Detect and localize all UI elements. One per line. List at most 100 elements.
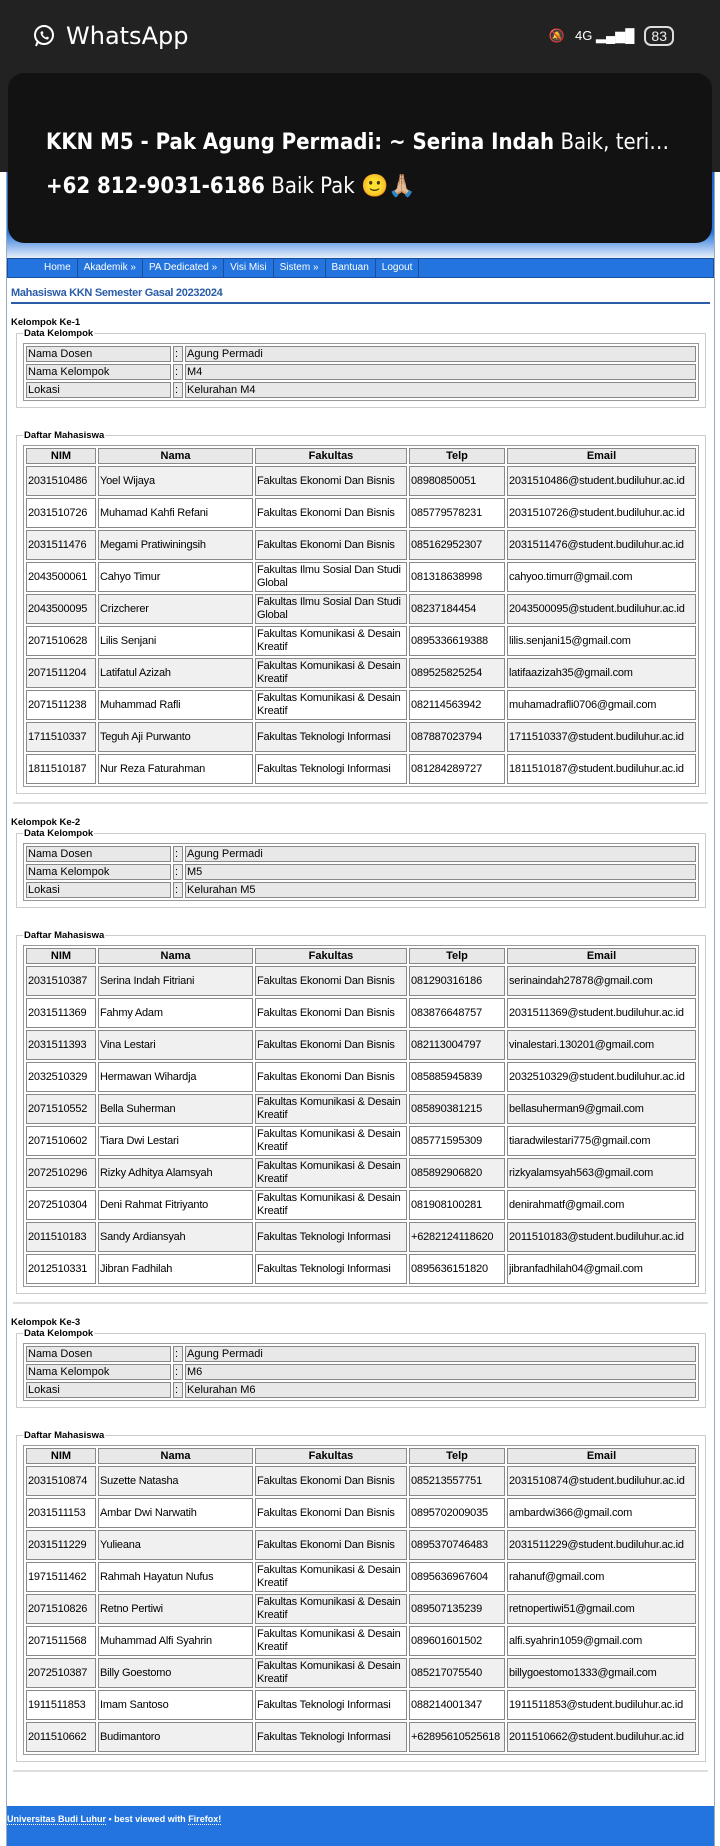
cell-telp: 0895636967604 (409, 1562, 505, 1592)
cell-nim: 2031510874 (26, 1466, 96, 1496)
cell-fakultas: Fakultas Teknologi Informasi (255, 1690, 407, 1720)
group-title: Kelompok Ke-2 (11, 817, 81, 828)
cell-telp: 085162952307 (409, 530, 505, 560)
column-header: Email (507, 1448, 696, 1464)
cell-nim: 2011510662 (26, 1722, 96, 1752)
column-header: Nama (98, 1448, 253, 1464)
column-header: NIM (26, 448, 96, 464)
cell-nama: Megami Pratiwiningsih (98, 530, 253, 560)
student-table: NIM Nama Fakultas Telp Email 2031510486 Yoel W… (23, 445, 699, 787)
nav-item-6[interactable]: Logout (376, 259, 420, 277)
info-row: Nama Kelompok: M6 (26, 1364, 696, 1380)
cell-fakultas: Fakultas Komunikasi & Desain Kreatif (255, 690, 407, 720)
notification-popup[interactable]: KKN M5 - Pak Agung Permadi: ~ Serina Ind… (8, 73, 712, 243)
column-header: Fakultas (255, 948, 407, 964)
cell-email: 2032510329@student.budiluhur.ac.id (507, 1062, 696, 1092)
cell-nim: 2031511229 (26, 1530, 96, 1560)
info-row: Nama Dosen: Agung Permadi (26, 846, 696, 862)
nav-item-2[interactable]: PA Dedicated » (143, 259, 225, 277)
nav-item-4[interactable]: Sistem » (274, 259, 326, 277)
cell-nim: 2031510726 (26, 498, 96, 528)
info-colon: : (173, 382, 183, 398)
cell-nama: Serina Indah Fitriani (98, 966, 253, 996)
cell-telp: 085217075540 (409, 1658, 505, 1688)
cell-nim: 2071510826 (26, 1594, 96, 1624)
info-label: Nama Kelompok (26, 864, 171, 880)
nav-item-3[interactable]: Visi Misi (224, 259, 274, 277)
cell-telp: 08237184454 (409, 594, 505, 624)
info-value: Agung Permadi (185, 346, 696, 362)
info-row: Lokasi: Kelurahan M6 (26, 1382, 696, 1398)
cell-nama: Lilis Senjani (98, 626, 253, 656)
battery-icon: 83 (644, 26, 674, 46)
info-row: Lokasi: Kelurahan M5 (26, 882, 696, 898)
student-list: Daftar Mahasiswa NIM Nama Fakultas Telp Email… (16, 1430, 706, 1762)
cell-nim: 2011510183 (26, 1222, 96, 1252)
info-colon: : (173, 364, 183, 380)
cell-fakultas: Fakultas Ilmu Sosial Dan Studi Global (255, 594, 407, 624)
student-table: NIM Nama Fakultas Telp Email 2031510387 Serina… (23, 945, 699, 1287)
column-header: Nama (98, 948, 253, 964)
cell-fakultas: Fakultas Komunikasi & Desain Kreatif (255, 1626, 407, 1656)
student-table: NIM Nama Fakultas Telp Email 2031510874 Suzett… (23, 1445, 699, 1755)
cell-email: 2011510183@student.budiluhur.ac.id (507, 1222, 696, 1252)
footer-text: • best viewed with (106, 1814, 189, 1824)
notification-sender: KKN M5 - Pak Agung Permadi: ~ Serina Ind… (46, 130, 555, 155)
cell-nama: Retno Pertiwi (98, 1594, 253, 1624)
cell-email: cahyoo.timurr@gmail.com (507, 562, 696, 592)
cell-telp: 089507135239 (409, 1594, 505, 1624)
cell-nama: Suzette Natasha (98, 1466, 253, 1496)
cell-nim: 2043500061 (26, 562, 96, 592)
cell-telp: 08980850051 (409, 466, 505, 496)
cell-telp: +62895610525618 (409, 1722, 505, 1752)
column-header: Telp (409, 1448, 505, 1464)
table-row: 2031510726 Muhamad Kahfi Refani Fakultas E… (26, 498, 696, 528)
cell-telp: +6282124118620 (409, 1222, 505, 1252)
info-value: M5 (185, 864, 696, 880)
cell-nim: 2071511238 (26, 690, 96, 720)
cell-email: serinaindah27878@gmail.com (507, 966, 696, 996)
info-label: Nama Kelompok (26, 364, 171, 380)
table-row: 1711510337 Teguh Aji Purwanto Fakultas Tek… (26, 722, 696, 752)
cell-telp: 087887023794 (409, 722, 505, 752)
footer-firefox-link[interactable]: Firefox! (188, 1814, 222, 1825)
cell-telp: 0895702009035 (409, 1498, 505, 1528)
cell-nama: Imam Santoso (98, 1690, 253, 1720)
table-row: 2072510304 Deni Rahmat Fitriyanto Fakultas… (26, 1190, 696, 1220)
column-header: Fakultas (255, 448, 407, 464)
table-row: 2011510183 Sandy Ardiansyah Fakultas Tekno… (26, 1222, 696, 1252)
cell-email: retnopertiwi51@gmail.com (507, 1594, 696, 1624)
legend-data-kelompok: Data Kelompok (24, 1328, 94, 1339)
table-row: 2031510486 Yoel Wijaya Fakultas Ekonomi Da… (26, 466, 696, 496)
column-header: NIM (26, 948, 96, 964)
info-label: Nama Dosen (26, 846, 171, 862)
nav-item-0[interactable]: Home (38, 259, 78, 277)
cell-email: bellasuherman9@gmail.com (507, 1094, 696, 1124)
cell-nama: Deni Rahmat Fitriyanto (98, 1190, 253, 1220)
info-value: Kelurahan M5 (185, 882, 696, 898)
column-header: Nama (98, 448, 253, 464)
footer-org-link[interactable]: Universitas Budi Luhur (7, 1814, 107, 1825)
nav-item-5[interactable]: Bantuan (326, 259, 376, 277)
cell-nim: 2071510628 (26, 626, 96, 656)
cell-nama: Yulieana (98, 1530, 253, 1560)
info-colon: : (173, 346, 183, 362)
table-row: 1971511462 Rahmah Hayatun Nufus Fakultas K… (26, 1562, 696, 1592)
info-row: Nama Dosen: Agung Permadi (26, 346, 696, 362)
nav-bar: Home Akademik » PA Dedicated » Visi Misi Sis… (7, 258, 714, 278)
group-info-table: Nama Dosen: Agung Permadi Nama Kelompok: M5… (23, 843, 699, 901)
table-row: 1811510187 Nur Reza Faturahman Fakultas Te… (26, 754, 696, 784)
cell-email: 2031511369@student.budiluhur.ac.id (507, 998, 696, 1028)
cell-email: 2031511229@student.budiluhur.ac.id (507, 1530, 696, 1560)
info-value: Kelurahan M6 (185, 1382, 696, 1398)
nav-item-1[interactable]: Akademik » (78, 259, 143, 277)
cell-email: ambardwi366@gmail.com (507, 1498, 696, 1528)
table-row: 2071511568 Muhammad Alfi Syahrin Fakultas … (26, 1626, 696, 1656)
cell-email: 2031510874@student.budiluhur.ac.id (507, 1466, 696, 1496)
table-row: 2071510628 Lilis Senjani Fakultas Komunika… (26, 626, 696, 656)
cell-fakultas: Fakultas Komunikasi & Desain Kreatif (255, 626, 407, 656)
cell-nim: 2031511393 (26, 1030, 96, 1060)
table-row: 2071510826 Retno Pertiwi Fakultas Komunika… (26, 1594, 696, 1624)
group-title: Kelompok Ke-3 (11, 1317, 81, 1328)
cell-fakultas: Fakultas Teknologi Informasi (255, 1222, 407, 1252)
